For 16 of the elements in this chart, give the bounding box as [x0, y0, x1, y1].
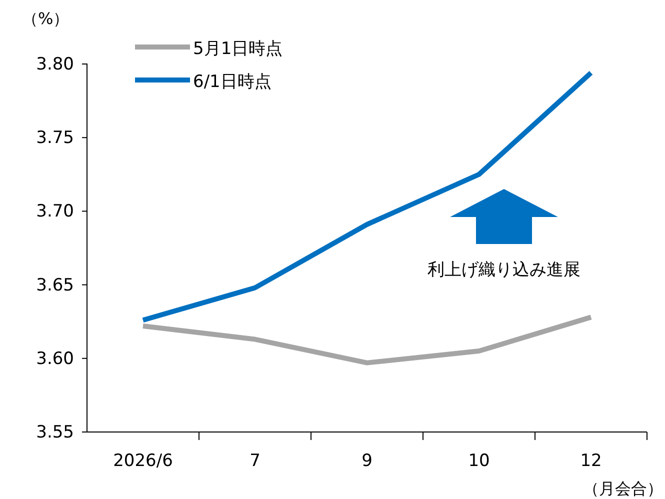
y-tick-label: 3.80 [36, 54, 74, 74]
y-tick-label: 3.75 [36, 128, 74, 148]
annotation: 利上げ織り込み進展 [428, 260, 580, 280]
x-tick-label: 2026/6 [113, 451, 173, 472]
y-tick-label: 3.55 [36, 422, 74, 442]
y-tick-label: 3.60 [36, 348, 74, 369]
legend-label: 6/1日時点 [193, 72, 272, 92]
y-tick-label: 3.70 [36, 202, 74, 222]
y-tick-label: 3.65 [36, 275, 74, 296]
x-tick-label: 12 [580, 451, 602, 472]
x-tick-label: 9 [362, 451, 372, 472]
y-axis-title: （%） [22, 9, 70, 28]
x-tick-label: 10 [468, 451, 490, 472]
x-tick-label: 7 [250, 451, 260, 472]
x-axis-title: （月会合） [583, 479, 663, 498]
legend-label: 5月1日時点 [193, 39, 283, 59]
